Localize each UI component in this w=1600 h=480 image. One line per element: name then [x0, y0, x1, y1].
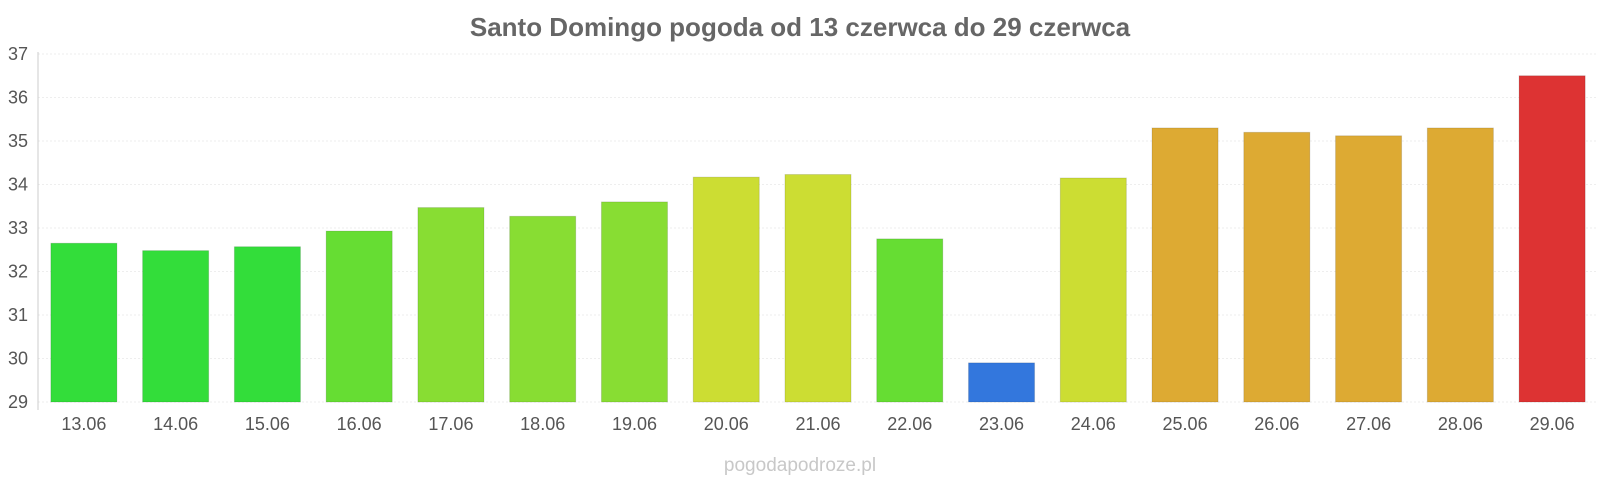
chart-title: Santo Domingo pogoda od 13 czerwca do 29…	[470, 12, 1131, 42]
bar-28.06	[1426, 127, 1494, 403]
bar-22.06	[876, 238, 944, 403]
bars-layer	[50, 75, 1586, 403]
y-tick-label: 31	[8, 305, 28, 325]
x-tick-label: 19.06	[612, 414, 657, 434]
y-axis-ticks: 29 30 31 32 33 34 35 36 37	[8, 44, 28, 412]
x-tick-label: 22.06	[887, 414, 932, 434]
x-tick-label: 24.06	[1071, 414, 1116, 434]
watermark: pogodapodroze.pl	[724, 455, 876, 476]
y-tick-label: 30	[8, 349, 28, 369]
bar-20.06	[692, 176, 760, 403]
bar-29.06	[1518, 75, 1586, 403]
bar-23.06	[967, 362, 1036, 403]
x-tick-label: 18.06	[520, 414, 565, 434]
bar-13.06	[50, 242, 118, 403]
y-tick-label: 36	[8, 88, 28, 108]
y-tick-label: 35	[8, 131, 28, 151]
y-tick-label: 32	[8, 262, 28, 282]
x-tick-label: 29.06	[1530, 414, 1575, 434]
bar-18.06	[509, 215, 577, 403]
x-tick-label: 14.06	[153, 414, 198, 434]
bar-26.06	[1243, 131, 1311, 403]
bar-25.06	[1151, 127, 1219, 403]
bar-15.06	[233, 246, 301, 403]
x-tick-label: 26.06	[1254, 414, 1299, 434]
x-tick-label: 20.06	[704, 414, 749, 434]
y-tick-label: 29	[8, 392, 28, 412]
y-tick-label: 33	[8, 218, 28, 238]
y-tick-label: 34	[8, 175, 28, 195]
x-tick-label: 13.06	[61, 414, 106, 434]
x-tick-label: 15.06	[245, 414, 290, 434]
x-tick-label: 21.06	[795, 414, 840, 434]
x-tick-label: 16.06	[337, 414, 382, 434]
bar-21.06	[784, 173, 852, 403]
x-axis-ticks: 13.06 14.06 15.06 16.06 17.06 18.06 19.06 20.06…	[61, 414, 1574, 434]
bar-16.06	[325, 230, 393, 403]
bar-27.06	[1335, 135, 1403, 403]
bar-24.06	[1059, 177, 1127, 403]
x-tick-label: 23.06	[979, 414, 1024, 434]
x-tick-label: 27.06	[1346, 414, 1391, 434]
bar-17.06	[417, 207, 485, 403]
x-tick-label: 25.06	[1163, 414, 1208, 434]
bar-19.06	[600, 201, 669, 403]
bar-14.06	[142, 250, 210, 403]
x-tick-label: 17.06	[428, 414, 473, 434]
x-tick-label: 28.06	[1438, 414, 1483, 434]
y-tick-label: 37	[8, 44, 28, 64]
